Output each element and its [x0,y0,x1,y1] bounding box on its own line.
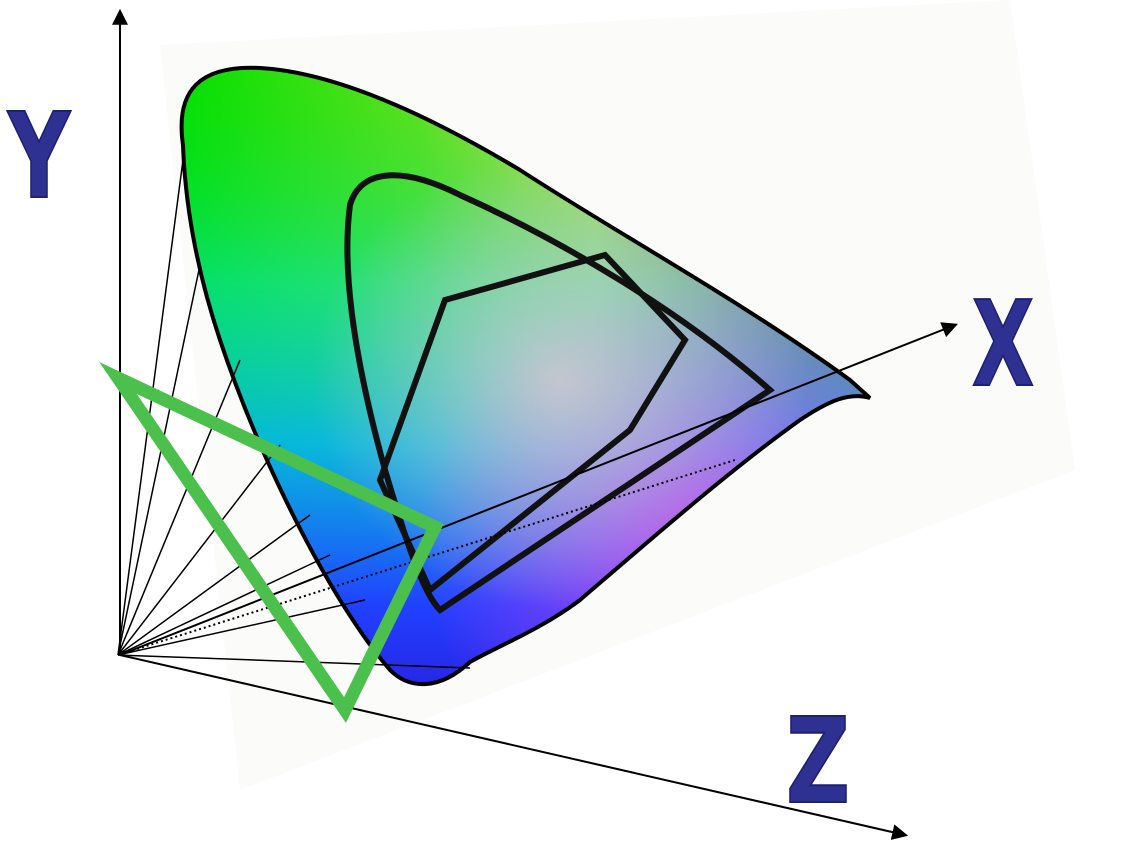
device-gamut-polygon [376,251,689,595]
projection-rays [117,159,471,669]
z-axis-line [119,654,909,840]
x-axis-label: X [972,275,1034,413]
axes [112,8,958,840]
y-axis-label: Y [7,87,72,225]
x-axis-line [119,322,958,656]
projection-triangle [99,361,444,723]
spectral-locus-outline [179,65,872,686]
z-axis-label: Z [786,692,850,830]
inner-gamut-outline [344,172,775,614]
